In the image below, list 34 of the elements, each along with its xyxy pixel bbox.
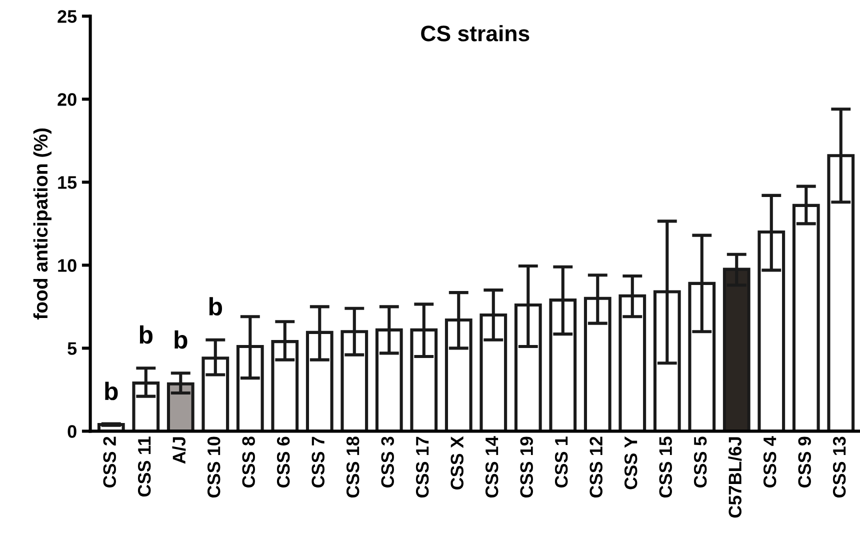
y-tick-label: 15 bbox=[58, 176, 77, 189]
x-tick-label: A/J bbox=[172, 437, 186, 464]
x-tick-label: CSS 6 bbox=[276, 436, 290, 488]
chart-title: CS strains bbox=[421, 25, 530, 42]
x-tick-label: CSS 12 bbox=[590, 436, 602, 498]
x-tick-label: CSS 9 bbox=[798, 436, 811, 488]
y-tick-label: 25 bbox=[58, 10, 77, 23]
x-tick-label: CSS 7 bbox=[312, 436, 324, 488]
x-tick-label: CSS 18 bbox=[346, 436, 360, 498]
x-tick-label: CSS 19 bbox=[520, 436, 533, 498]
x-tick-label: CSS 14 bbox=[485, 436, 498, 498]
y-tick-label: 10 bbox=[58, 259, 76, 272]
x-tick-label: CSS 4 bbox=[763, 436, 776, 488]
x-tick-label: CSS 10 bbox=[207, 436, 220, 498]
annotation: b bbox=[209, 297, 222, 316]
annotation: b bbox=[105, 382, 118, 400]
x-tick-label: CSS 5 bbox=[694, 436, 707, 488]
x-tick-label: CSS 3 bbox=[381, 436, 394, 488]
x-tick-label: CSS 8 bbox=[242, 436, 255, 488]
x-tick-label: CSS 13 bbox=[832, 436, 846, 498]
y-tick-label: 5 bbox=[68, 342, 77, 355]
x-tick-label: CSS 17 bbox=[416, 436, 429, 498]
x-tick-label: C57BL/6J bbox=[728, 437, 742, 518]
x-tick-label: CSS Y bbox=[624, 436, 638, 490]
annotation: b bbox=[140, 325, 153, 344]
x-tick-label: CSS 2 bbox=[103, 436, 116, 488]
y-tick-label: 20 bbox=[58, 93, 76, 106]
x-tick-label: CSS 15 bbox=[659, 436, 672, 498]
annotation: b bbox=[174, 330, 188, 349]
x-tick-label: CSS 1 bbox=[554, 436, 568, 488]
y-axis-title: food anticipation (%) bbox=[33, 128, 52, 320]
y-tick-label: 0 bbox=[68, 425, 76, 438]
x-tick-label: CSS X bbox=[450, 436, 464, 490]
x-tick-label: CSS 11 bbox=[138, 436, 151, 497]
